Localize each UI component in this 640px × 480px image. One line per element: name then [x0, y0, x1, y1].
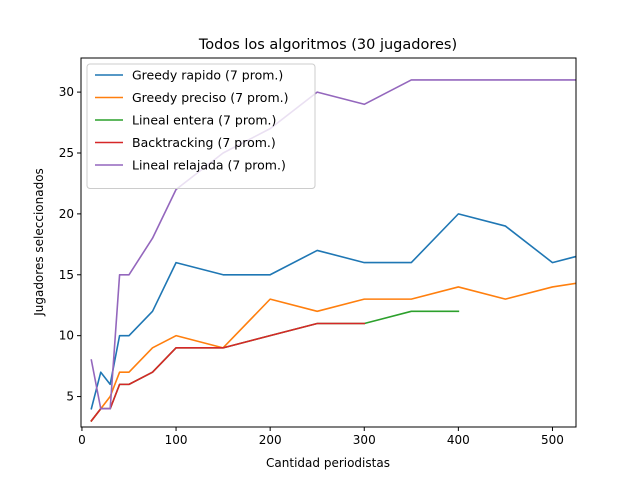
x-tick-label: 300	[353, 433, 376, 447]
chart-title: Todos los algoritmos (30 jugadores)	[198, 37, 457, 53]
legend-label-2: Greedy preciso (7 prom.)	[132, 90, 288, 105]
x-tick-label: 0	[78, 433, 86, 447]
x-tick-label: 400	[447, 433, 470, 447]
y-axis-label: Jugadores seleccionados	[32, 168, 46, 317]
legend-box	[86, 63, 316, 189]
x-tick-label: 200	[259, 433, 282, 447]
series-layer	[90, 79, 576, 423]
legend-label-3: Lineal entera (7 prom.)	[132, 113, 276, 128]
plot-frame	[80, 57, 577, 428]
legend-label-4: Backtracking (7 prom.)	[132, 135, 276, 150]
y-axis: 5 10 15 20 25 30	[59, 85, 81, 404]
x-tick-label: 500	[541, 433, 564, 447]
legend-label-1: Greedy rapido (7 prom.)	[132, 68, 283, 83]
x-tick-label: 100	[165, 433, 188, 447]
legend-label-5: Lineal relajada (7 prom.)	[132, 158, 286, 173]
y-tick-label: 20	[59, 207, 74, 221]
x-axis-label: Cantidad periodistas	[266, 456, 390, 470]
series-line-2	[90, 282, 576, 423]
y-tick-label: 5	[66, 390, 74, 404]
legend: Greedy rapido (7 prom.) Greedy preciso (7…	[86, 63, 316, 189]
x-axis: 0 100 200 300 400 500	[78, 427, 564, 447]
series-line-1	[90, 213, 576, 410]
y-tick-label: 25	[59, 146, 74, 160]
y-tick-label: 10	[59, 329, 74, 343]
y-tick-label: 30	[59, 85, 74, 99]
y-tick-label: 15	[59, 268, 74, 282]
